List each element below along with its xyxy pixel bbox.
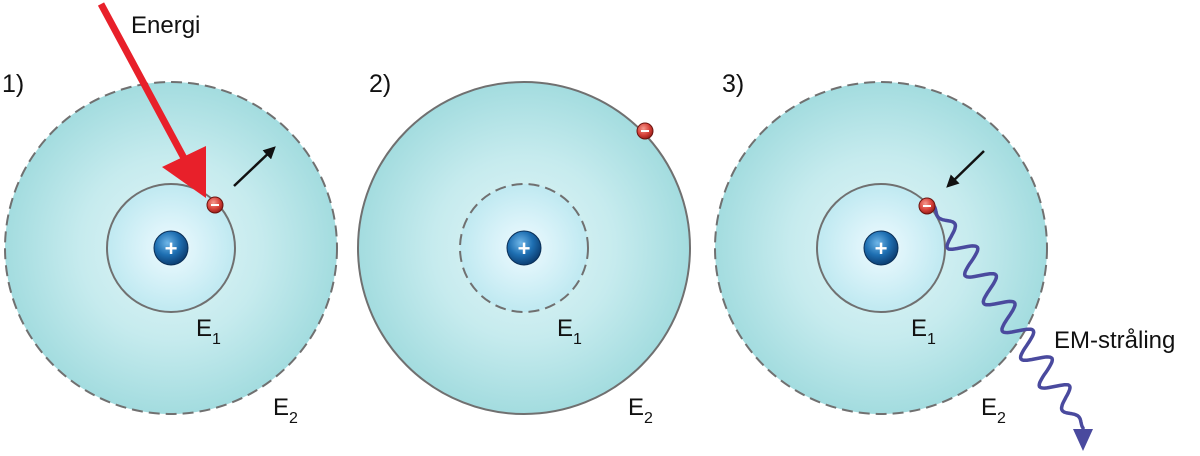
panel-2-electron [636,122,654,140]
panel-1-electron [206,196,224,214]
panel-2-label-e1: E1 [557,315,582,348]
panel-2-number: 2) [369,70,391,98]
panel-3-number: 3) [722,70,744,98]
panel-3-label-e1: E1 [911,315,936,348]
electron-excitation-arrow [233,146,276,187]
panel-1-number: 1) [2,70,24,98]
panel-2-label-e2: E2 [628,394,653,427]
em-radiation-wave [932,204,1085,430]
panel-3-electron [918,197,936,215]
energy-arrow [97,2,206,198]
nucleus-plus-sign: + [165,236,178,261]
panel-3-nucleus: + [863,230,899,266]
panel-1-nucleus: + [153,230,189,266]
panel-3: 3) + EM-stråling E1 E2 [714,70,1175,451]
energy-label: Energi [131,12,200,39]
panel-3-label-e2: E2 [981,394,1006,427]
panel-1: 1) + Energi E1 E2 [2,2,338,427]
panel-2: 2) + E1 E2 [357,70,691,427]
panel-2-nucleus: + [506,230,542,266]
panel-1-label-e2: E2 [273,394,298,427]
nucleus-plus-sign: + [518,236,531,261]
nucleus-plus-sign: + [875,236,888,261]
panel-1-label-e1: E1 [196,315,221,348]
em-radiation-arrowhead [1073,429,1093,451]
em-radiation-label: EM-stråling [1054,327,1175,354]
electron-deexcitation-arrow [946,150,985,188]
